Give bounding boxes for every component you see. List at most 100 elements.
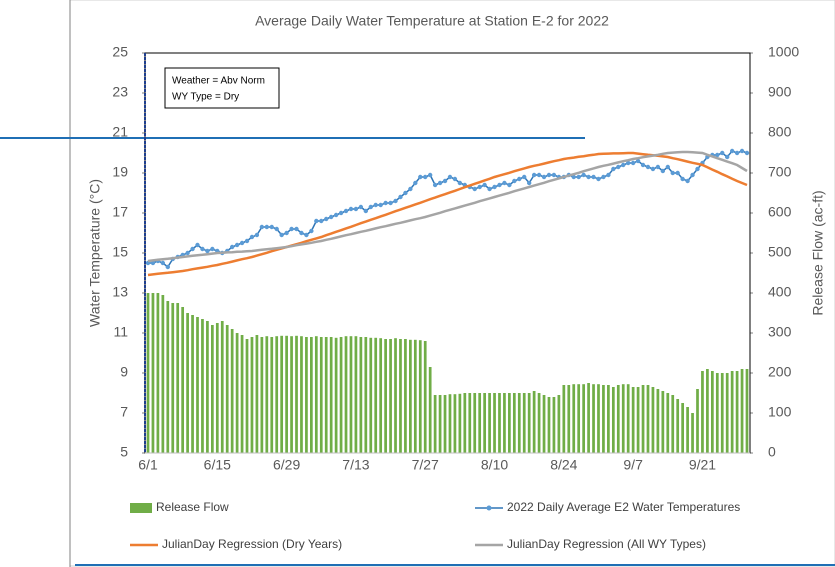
line-marker [210, 246, 215, 252]
bar [582, 384, 585, 453]
line-marker [522, 174, 527, 180]
line-marker [640, 162, 646, 168]
line [147, 151, 748, 277]
line-marker [536, 172, 542, 178]
x-tick-label: 9/7 [623, 457, 643, 473]
y2-tick-label: 1000 [768, 44, 799, 60]
line-marker [665, 164, 670, 170]
line-marker [205, 248, 210, 254]
annotation-box [164, 67, 280, 109]
bar [587, 383, 590, 453]
bar [225, 325, 229, 453]
bar [280, 335, 284, 453]
line-marker [715, 152, 720, 158]
bar [621, 384, 625, 453]
annotation: WY Type = Dry [172, 92, 239, 103]
line-marker [299, 230, 304, 236]
y2-tick-label: 300 [768, 324, 792, 340]
line-marker [249, 234, 255, 240]
bar [151, 293, 155, 453]
bar [389, 339, 392, 453]
bar [735, 371, 739, 453]
line-marker [611, 166, 616, 172]
bar [592, 384, 595, 453]
bar [498, 393, 501, 453]
line-marker [601, 174, 606, 180]
bar [305, 337, 308, 453]
legend-label: JulianDay Regression (Dry Years) [162, 537, 342, 551]
bar [196, 317, 199, 453]
x-tick-label: 6/1 [138, 457, 158, 473]
bar [527, 393, 531, 453]
line-marker [606, 172, 611, 178]
bar [715, 373, 719, 453]
bar [270, 337, 274, 453]
y-tick-label: 21 [112, 124, 128, 140]
bar [537, 393, 541, 453]
line-marker [328, 214, 334, 220]
y2-tick-label: 800 [768, 124, 792, 140]
line-marker [660, 168, 666, 174]
bar [626, 384, 630, 453]
bar [176, 303, 180, 453]
bar [295, 335, 298, 453]
bar [468, 393, 472, 453]
line-marker [734, 150, 740, 156]
line-marker [160, 260, 166, 266]
line-marker [581, 172, 586, 178]
line-marker [353, 206, 359, 212]
line-marker [269, 224, 274, 230]
x-tick-label: 9/21 [689, 457, 716, 473]
line-marker [551, 172, 557, 178]
bar [522, 393, 526, 453]
bar [359, 337, 363, 453]
legend-swatch [130, 503, 152, 513]
line-marker [423, 174, 428, 180]
bar [696, 389, 699, 453]
bar [701, 371, 704, 453]
bar [671, 395, 675, 453]
line-marker [373, 202, 378, 208]
y2-tick-label: 0 [768, 444, 776, 460]
bar [562, 385, 566, 453]
y-tick-label: 15 [112, 244, 128, 260]
bar [542, 395, 546, 453]
bar [493, 393, 496, 453]
line-marker [685, 178, 690, 184]
line-marker [398, 194, 403, 200]
x-tick-label: 6/29 [273, 457, 300, 473]
line-marker [675, 170, 680, 176]
line-marker [165, 264, 171, 270]
bar [458, 393, 462, 453]
y-axis-label: Water Temperature (°C) [87, 179, 103, 327]
bar [339, 337, 343, 453]
bar [557, 395, 561, 453]
x-tick-label: 7/27 [412, 457, 439, 473]
line-marker [690, 172, 695, 178]
y-tick-label: 5 [120, 444, 128, 460]
line-marker [200, 246, 205, 252]
line-marker [616, 164, 621, 170]
x-tick-label: 8/24 [550, 457, 577, 473]
bar [310, 337, 313, 453]
line-marker [670, 170, 675, 176]
line-marker [625, 160, 631, 166]
bar [646, 385, 650, 453]
line-marker [413, 180, 418, 186]
bar [379, 338, 383, 453]
bar [230, 329, 234, 453]
line-marker [294, 226, 299, 232]
bar [552, 397, 556, 453]
line-marker [190, 246, 195, 252]
bar [730, 371, 734, 453]
bar [478, 393, 482, 453]
bar [453, 394, 457, 453]
bar [532, 391, 536, 453]
bar [364, 337, 368, 453]
line-marker [383, 200, 388, 206]
y-tick-label: 13 [112, 284, 128, 300]
line-marker [621, 162, 626, 168]
bar [686, 407, 689, 453]
bar [725, 373, 729, 453]
